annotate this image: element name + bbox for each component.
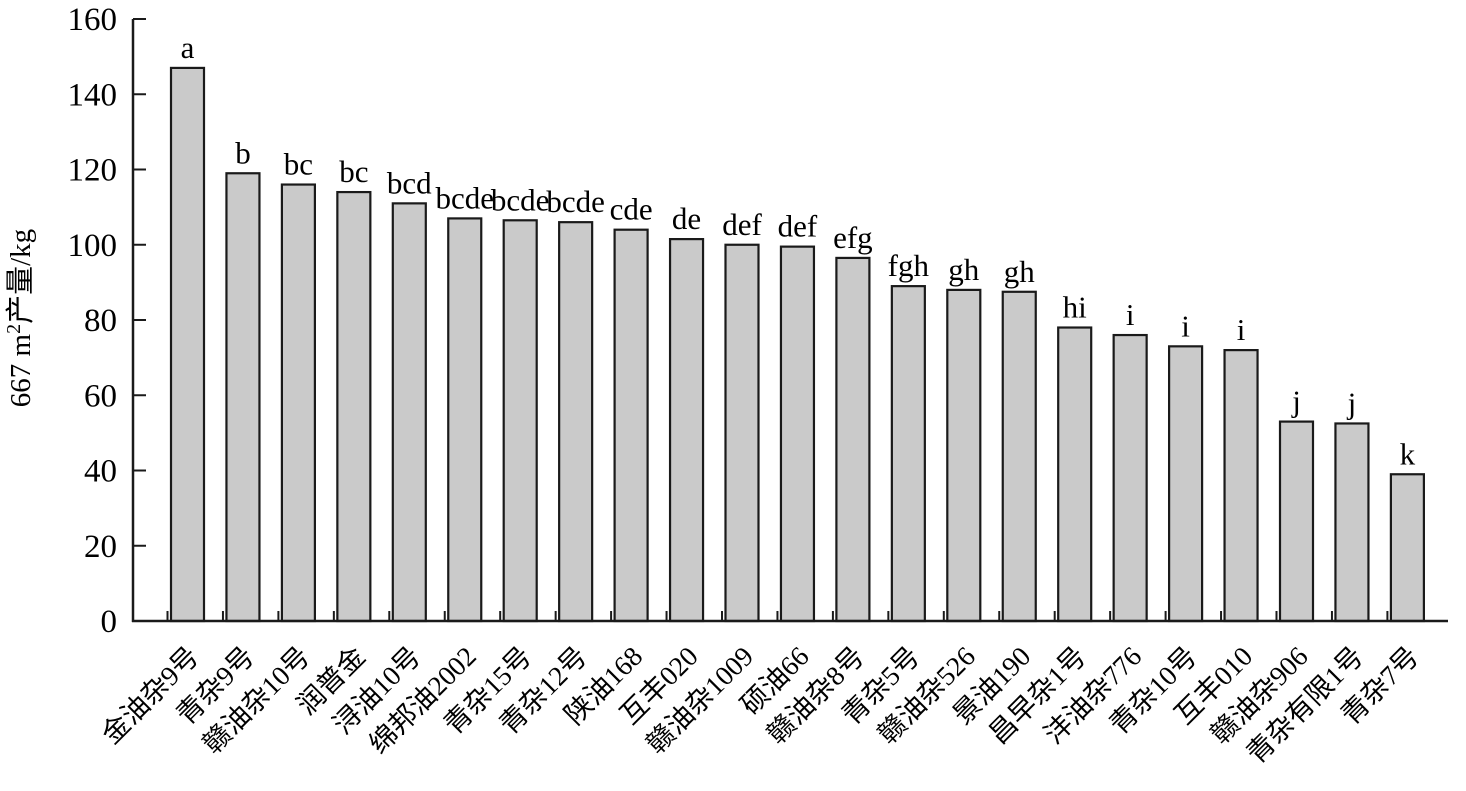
sig-letter: de — [672, 201, 701, 236]
y-tick-label: 80 — [84, 303, 117, 339]
bar — [890, 285, 926, 623]
bar — [1278, 420, 1315, 623]
sig-letter: cde — [610, 192, 653, 227]
y-tick-label: 40 — [84, 454, 117, 490]
y-tick-label: 0 — [101, 604, 118, 640]
sig-letter: bc — [284, 147, 313, 182]
sig-letter: j — [1347, 385, 1357, 420]
sig-letter: bcd — [387, 165, 432, 200]
y-tick-label: 160 — [68, 2, 118, 38]
bar — [724, 243, 760, 623]
bar — [946, 288, 982, 623]
bar — [169, 66, 206, 623]
sig-letter: hi — [1063, 290, 1088, 325]
y-tick-label: 60 — [84, 378, 117, 414]
bar — [391, 202, 427, 623]
sig-letter: gh — [948, 252, 980, 287]
bar — [1001, 290, 1037, 623]
bar — [668, 238, 705, 623]
sig-letter: bcde — [491, 182, 550, 217]
bar — [447, 217, 483, 623]
bar — [1334, 422, 1370, 623]
bar — [1112, 333, 1148, 623]
bar — [558, 221, 594, 623]
sig-letter: def — [722, 207, 762, 242]
sig-letter: i — [1181, 308, 1190, 343]
sig-letter: bcde — [546, 184, 605, 219]
y-axis-title: 667 m2产量/kg — [3, 229, 37, 407]
bar — [1223, 349, 1259, 623]
bar — [1057, 326, 1093, 623]
sig-letter: fgh — [888, 248, 930, 283]
bar — [613, 228, 649, 623]
sig-letter: i — [1126, 297, 1135, 332]
bar — [779, 245, 816, 623]
sig-letter: a — [181, 30, 195, 65]
sig-letter: def — [778, 209, 818, 244]
sig-letter: gh — [1004, 254, 1036, 289]
bar — [835, 256, 871, 623]
sig-letter: k — [1400, 436, 1416, 471]
sig-letter: i — [1237, 312, 1246, 347]
bar — [1167, 345, 1204, 623]
sig-letter: bcde — [435, 180, 494, 215]
sig-letter: efg — [833, 220, 873, 255]
sig-letter: bc — [339, 154, 368, 189]
y-tick-label: 100 — [68, 228, 118, 264]
y-tick-label: 120 — [68, 153, 118, 189]
bar — [225, 172, 261, 623]
sig-letter: j — [1291, 384, 1301, 419]
bar — [502, 219, 538, 623]
y-tick-label: 140 — [68, 77, 118, 113]
bar — [1389, 473, 1426, 623]
bar — [280, 183, 316, 623]
y-tick-label: 20 — [84, 529, 117, 565]
bar — [336, 190, 372, 623]
sig-letter: b — [235, 135, 251, 170]
